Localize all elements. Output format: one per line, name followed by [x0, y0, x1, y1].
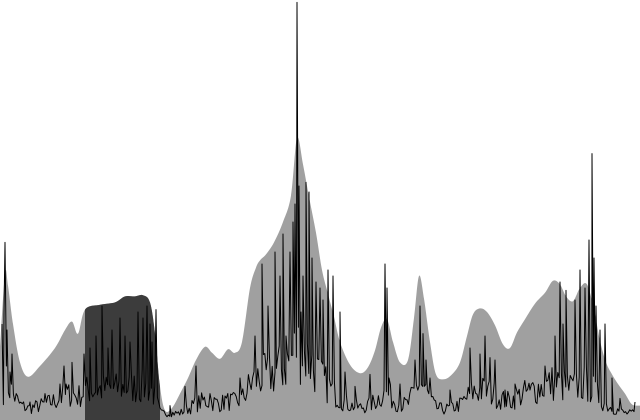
envelope-layer — [0, 137, 640, 420]
envelope-area — [0, 137, 640, 420]
